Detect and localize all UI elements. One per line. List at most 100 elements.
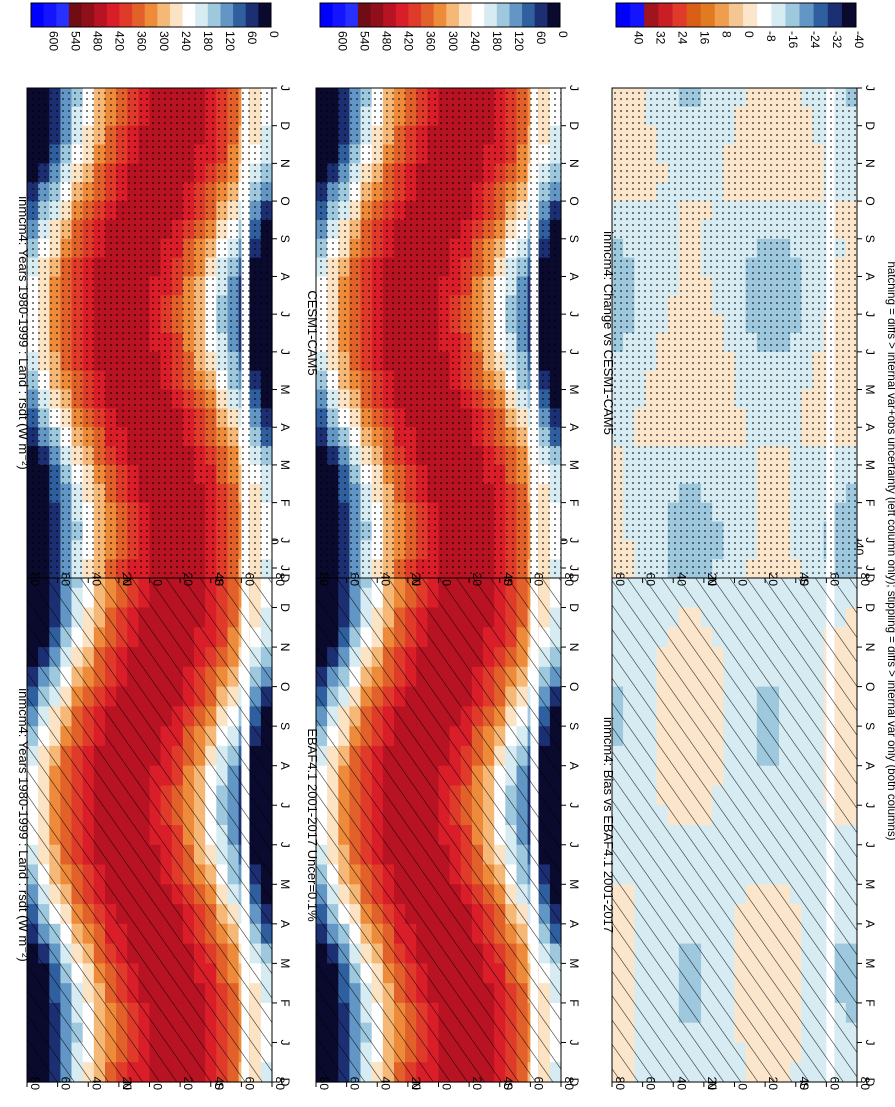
colorbar-swatch <box>258 3 272 27</box>
month-tick-label: J <box>278 311 292 317</box>
hemisphere-label-south: S <box>212 578 226 586</box>
panel-title: inmcm4: Years 1980-1999 : Land : rsdt (W… <box>16 688 31 961</box>
month-tick-label: J <box>278 802 292 808</box>
month-tick-label: J <box>863 311 877 317</box>
month-tick-label: J <box>278 85 292 91</box>
lat-tick-label: 20 <box>409 1077 423 1091</box>
colorbar-swatch <box>132 3 146 27</box>
colorbar-swatch <box>320 3 334 27</box>
month-tick-label: O <box>278 682 292 691</box>
month-tick-label: A <box>567 272 581 280</box>
month-tick-label: M <box>863 460 877 470</box>
lat-tick-label: 40 <box>89 573 103 587</box>
month-tick-label: M <box>278 385 292 395</box>
month-tick-label: A <box>863 920 877 928</box>
colorbar-tick-label: 24 <box>676 31 690 45</box>
month-tick-label: A <box>567 423 581 431</box>
colorbar-swatch <box>471 3 485 27</box>
lat-tick-label: 40 <box>501 573 515 587</box>
month-tick-label: D <box>863 1078 877 1087</box>
hatching-overlay <box>27 568 272 1082</box>
colorbar-swatch <box>446 3 460 27</box>
colorbar-swatch <box>743 3 758 27</box>
month-tick-label: F <box>863 499 877 506</box>
lat-tick-label: 60 <box>827 1077 841 1091</box>
month-tick-label: J <box>863 565 877 571</box>
month-tick-label: A <box>278 762 292 770</box>
colorbar-tick-label: -32 <box>830 31 844 49</box>
lat-tick-label: 20 <box>409 573 423 587</box>
lat-tick-label: 20 <box>705 573 719 587</box>
month-tick-label: D <box>278 574 292 583</box>
colorbar-swatch <box>644 3 659 27</box>
colorbar-tick-label: 360 <box>424 31 438 51</box>
lat-tick-label: 60 <box>644 1077 658 1091</box>
month-tick-label: M <box>567 879 581 889</box>
colorbar-frame <box>319 2 561 28</box>
lat-tick-label: 40 <box>674 1077 688 1091</box>
lat-tick-label: 60 <box>242 1077 256 1091</box>
colorbar-swatch <box>81 3 95 27</box>
colorbar-swatch <box>785 3 800 27</box>
colorbar-swatch <box>686 3 702 27</box>
lat-tick-label: 80 <box>28 573 42 587</box>
lat-tick-label: 40 <box>89 1077 103 1091</box>
colorbar-swatch <box>370 3 384 27</box>
colorbar-tick-label: 16 <box>698 31 712 45</box>
lat-tick-label: 0 <box>440 579 454 586</box>
month-tick-label: O <box>863 196 877 205</box>
lat-tick-label: 40 <box>797 1077 811 1091</box>
colorbar-tick-label: 0 <box>267 538 281 545</box>
month-tick-label: F <box>863 999 877 1006</box>
colorbar-swatch <box>433 3 447 27</box>
month-tick-label: A <box>567 920 581 928</box>
month-tick-label: A <box>863 423 877 431</box>
month-tick-label: J <box>863 349 877 355</box>
month-tick-label: F <box>278 999 292 1006</box>
lat-tick-label: 40 <box>378 573 392 587</box>
colorbar-tick-label: 600 <box>46 31 60 51</box>
colorbar-swatch <box>672 3 688 27</box>
colorbar-swatch <box>395 3 409 27</box>
stippling-overlay <box>316 88 561 578</box>
month-tick-label: D <box>278 603 292 612</box>
month-tick-label: J <box>863 537 877 543</box>
month-tick-label: J <box>567 565 581 571</box>
hemisphere-label-south: S <box>212 1082 226 1090</box>
month-tick-label: O <box>278 196 292 205</box>
lat-tick-label: 40 <box>378 1077 392 1091</box>
colorbar-tick-label: 0 <box>556 538 570 545</box>
hatching-overlay <box>316 568 561 1082</box>
panel-left-top: 80 60 40 20 0 20 40 60 80N S DJFMAMJJASONDJinmcm4:… <box>16 509 292 1091</box>
colorbar-swatch <box>195 3 209 27</box>
panels-layer: 80 60 40 20 0 20 40 60 80N S DJFMAMJJASONDJinmcm4:… <box>16 2 877 1091</box>
month-tick-label: F <box>567 999 581 1006</box>
month-tick-label: J <box>278 537 292 543</box>
month-tick-label: D <box>863 574 877 583</box>
colorbar-swatch <box>799 3 815 27</box>
month-tick-label: M <box>278 460 292 470</box>
lat-tick-label: 80 <box>28 1077 42 1091</box>
colorbar-tick-label: -8 <box>764 31 778 42</box>
lat-tick-label: 20 <box>181 573 195 587</box>
month-tick-label: J <box>567 1039 581 1045</box>
colorbar-swatch <box>220 3 234 27</box>
month-tick-label: S <box>567 722 581 730</box>
colorbar-swatch <box>106 3 120 27</box>
panel-title: inmcm4: Bias vs EBAF4.1 2001-2017 <box>601 717 616 933</box>
stippling-overlay <box>612 88 857 578</box>
lat-tick-label: 80 <box>858 1077 872 1091</box>
month-tick-label: A <box>278 272 292 280</box>
month-tick-label: J <box>278 842 292 848</box>
month-tick-label: J <box>567 85 581 91</box>
month-tick-label: J <box>567 311 581 317</box>
colorbar-tick-label: 0 <box>556 31 570 38</box>
colorbar-tick-label: 60 <box>245 31 259 45</box>
colorbar-swatch <box>714 3 730 27</box>
panel-left-bottom: 80 60 40 20 0 20 40 60 80N S DJFMAMJJASONDJinmcm4:… <box>601 509 877 1091</box>
lat-tick-label: 40 <box>501 1077 515 1091</box>
